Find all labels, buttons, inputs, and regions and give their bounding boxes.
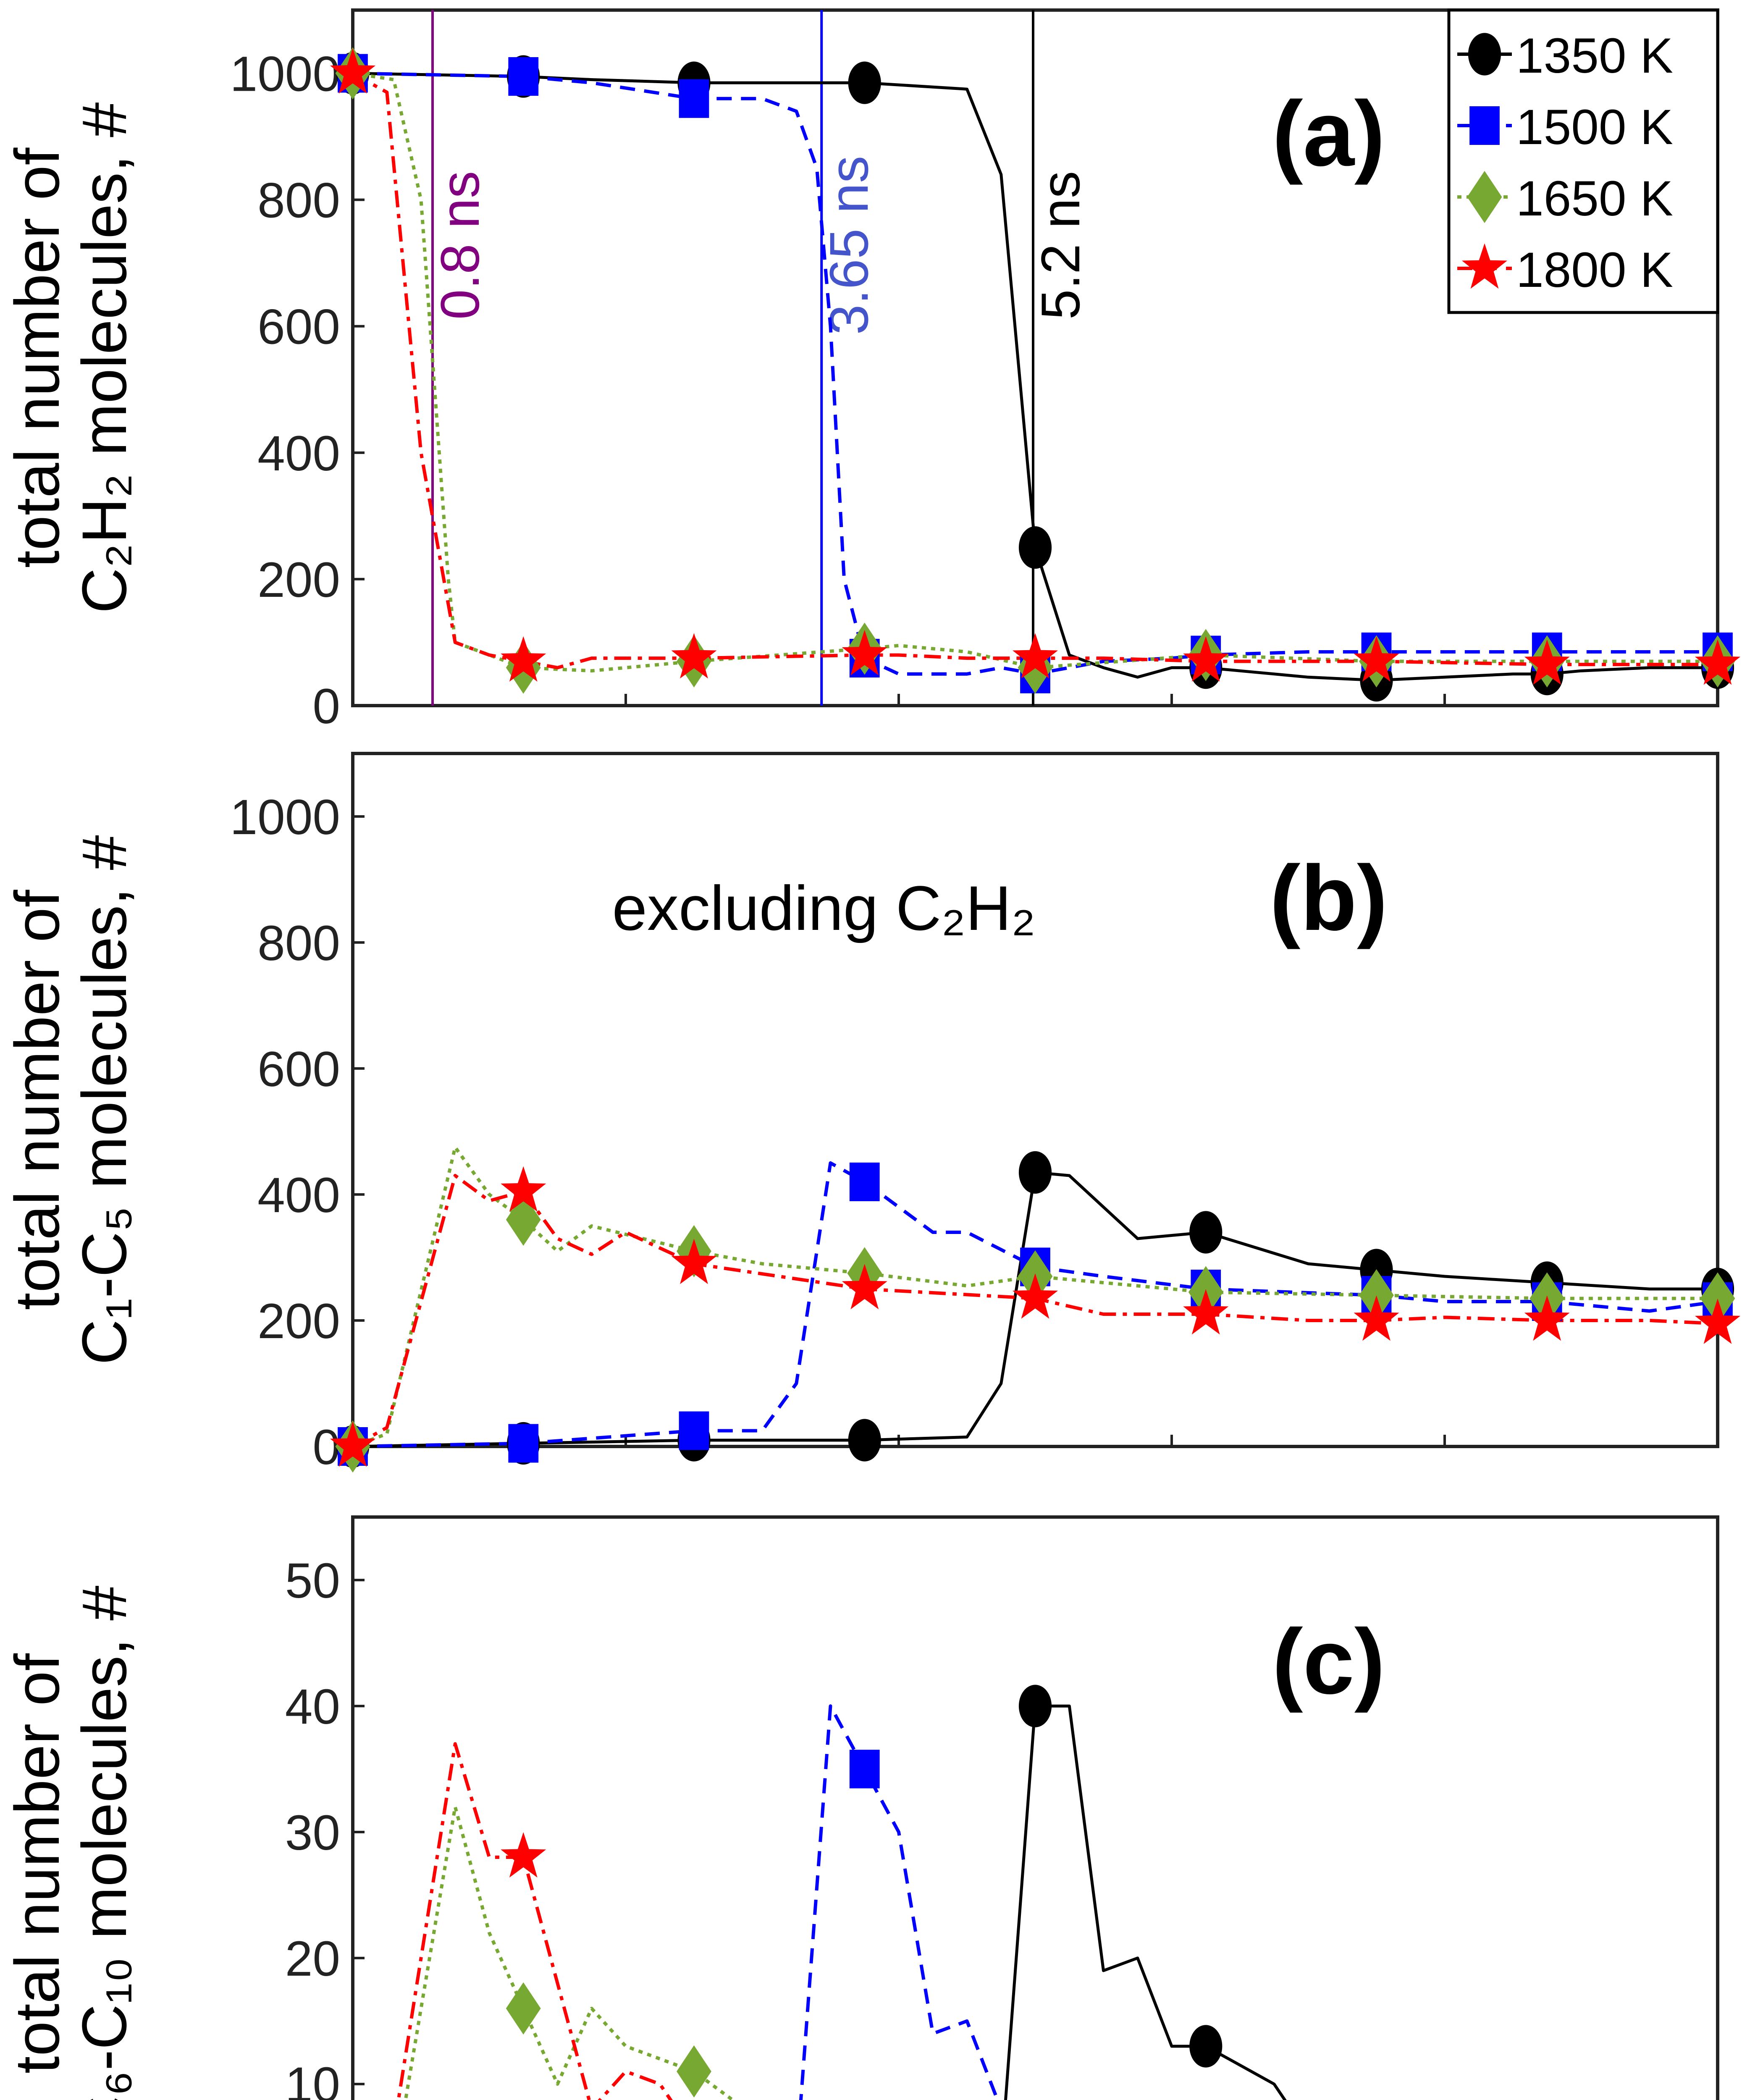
series-line-1500k — [352, 71, 1718, 676]
annotation-label: 0.8 ns — [429, 171, 491, 320]
axes-frame — [351, 1515, 1719, 2100]
y-tick-label: 800 — [257, 916, 340, 971]
data-point-1500k — [679, 79, 709, 118]
panel-tag: (c) — [1272, 1610, 1385, 1713]
data-point-1800k — [671, 1239, 717, 1284]
data-point-1350k — [1018, 526, 1052, 569]
data-point-1650k — [506, 1982, 541, 2035]
y-axis-label-line1: total number of — [2, 890, 72, 1310]
series-line-1800k — [352, 1174, 1718, 1448]
y-tick-label: 400 — [257, 426, 340, 481]
y-tick-label: 400 — [257, 1168, 340, 1223]
data-point-1500k — [508, 1424, 539, 1463]
data-point-1800k — [1012, 1273, 1058, 1319]
data-point-1800k — [1695, 639, 1741, 685]
axes-frame — [351, 752, 1719, 1448]
data-point-1350k — [1018, 1151, 1052, 1194]
data-point-1350k — [848, 1419, 881, 1462]
data-point-1800k — [501, 1832, 546, 1878]
y-axis-label-line2: C₂H₂ molecules, # — [69, 102, 139, 614]
axes-frame — [351, 8, 1719, 707]
series-line-1500k — [352, 1161, 1718, 1448]
inset-text: excluding C₂H₂ — [612, 873, 1036, 943]
data-point-1800k — [1012, 633, 1058, 679]
y-tick-label: 200 — [257, 552, 340, 608]
y-tick-label: 200 — [257, 1294, 340, 1349]
data-point-1800k — [1183, 636, 1229, 682]
y-tick-label: 0 — [312, 679, 340, 734]
data-point-1800k — [1354, 1295, 1399, 1341]
series-line-1650k — [404, 1805, 736, 2100]
series-line-1350k — [352, 1171, 1718, 1448]
series-line-1350k — [1004, 1704, 1287, 2100]
legend-label: 1800 K — [1516, 242, 1673, 298]
data-point-1650k — [506, 1193, 541, 1246]
y-axis-label-line2: C₁-C₅ molecules, # — [69, 835, 139, 1365]
data-point-1800k — [1183, 1289, 1229, 1335]
panel-tag: (b) — [1270, 846, 1388, 950]
data-point-1650k — [1359, 1269, 1394, 1322]
data-point-1350k — [1189, 1211, 1223, 1254]
data-point-1800k — [330, 1421, 376, 1467]
data-point-1500k — [508, 57, 539, 96]
y-tick-label: 30 — [285, 1805, 340, 1861]
y-tick-label: 0 — [312, 1420, 340, 1475]
data-point-1350k — [848, 61, 881, 104]
y-axis-label-line1: total number of — [2, 1653, 72, 2074]
data-point-1350k — [1189, 2025, 1223, 2068]
y-tick-label: 50 — [285, 1553, 340, 1609]
y-tick-label: 600 — [257, 1042, 340, 1097]
data-point-1800k — [330, 48, 376, 94]
series-line-1800k — [352, 72, 1718, 669]
data-point-1650k — [1700, 1272, 1735, 1325]
legend: 1350 K 1500 K 1650 K 1800 K — [1447, 8, 1719, 314]
y-tick-label: 1000 — [230, 790, 340, 845]
y-tick-label: 20 — [285, 1931, 340, 1987]
data-point-1500k — [679, 1411, 709, 1450]
legend-label: 1500 K — [1516, 100, 1673, 155]
y-axis-label-line2: C₆-C₁₀ molecules, # — [69, 1586, 139, 2100]
data-point-1800k — [1524, 1295, 1570, 1341]
annotation-label: 5.2 ns — [1030, 171, 1091, 320]
y-axis-label-line1: total number of — [2, 147, 72, 568]
data-point-1500k — [849, 1750, 880, 1788]
data-point-1500k — [849, 1163, 880, 1201]
y-tick-label: 10 — [285, 2057, 340, 2100]
legend-marker-diamond-icon — [1467, 171, 1502, 223]
data-point-1800k — [671, 633, 717, 679]
data-point-1350k — [1018, 1685, 1052, 1727]
y-tick-label: 40 — [285, 1679, 340, 1735]
data-point-1800k — [501, 1166, 546, 1212]
y-tick-label: 1000 — [230, 47, 340, 102]
series-line-1500k — [799, 1704, 1000, 2100]
data-point-1800k — [1695, 1298, 1741, 1344]
data-point-1800k — [842, 1264, 887, 1310]
y-tick-label: 800 — [257, 173, 340, 228]
legend-marker-circle-icon — [1468, 33, 1501, 76]
legend-label: 1350 K — [1516, 28, 1673, 84]
data-point-1800k — [501, 636, 546, 682]
data-point-1650k — [677, 2045, 711, 2098]
data-point-1800k — [842, 630, 887, 675]
y-tick-label: 600 — [257, 299, 340, 355]
legend-label: 1650 K — [1516, 171, 1673, 226]
data-point-1800k — [1524, 639, 1570, 685]
panel-tag: (a) — [1272, 82, 1385, 185]
data-point-1800k — [1354, 636, 1399, 682]
legend-marker-square-icon — [1469, 106, 1500, 145]
series-line-1800k — [396, 1742, 673, 2100]
legend-marker-star-icon — [1461, 243, 1508, 289]
series-line-1350k — [352, 72, 1718, 682]
